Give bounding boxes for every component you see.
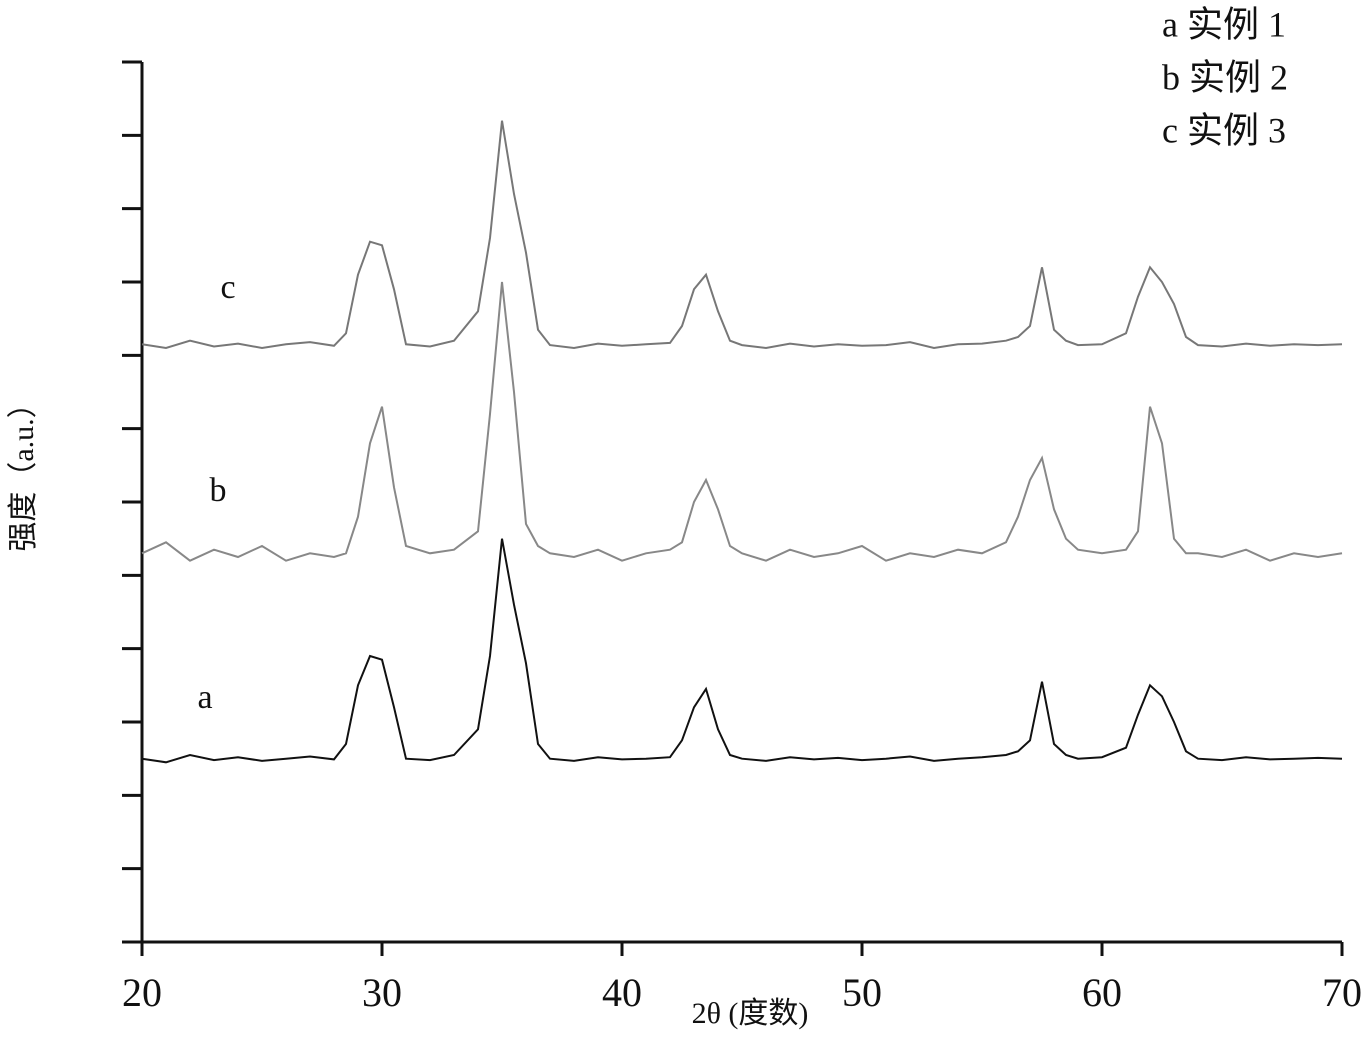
- series-line: [142, 539, 1342, 763]
- legend-entry: c 实例 3: [1162, 110, 1286, 150]
- x-tick-label: 30: [362, 970, 402, 1015]
- series-line: [142, 121, 1342, 348]
- curve-label: b: [210, 472, 227, 509]
- curve-label: a: [197, 679, 212, 716]
- x-tick-label: 40: [602, 970, 642, 1015]
- x-tick-label: 20: [122, 970, 162, 1015]
- curve-label: c: [220, 269, 235, 306]
- x-tick-label: 70: [1322, 970, 1362, 1015]
- x-axis-title: 2θ (度数): [692, 997, 809, 1030]
- legend-entry: b 实例 2: [1162, 57, 1288, 97]
- legend-entry: a 实例 1: [1162, 4, 1286, 44]
- y-axis-title: 强度（a.u.）: [7, 388, 40, 551]
- chart: 2θ (度数) 强度（a.u.） 20 30 40 50 60 70 a 实例 1 b 实例 …: [0, 0, 1372, 1040]
- x-tick-label: 60: [1082, 970, 1122, 1015]
- x-tick-label: 50: [842, 970, 882, 1015]
- series-line: [142, 282, 1342, 561]
